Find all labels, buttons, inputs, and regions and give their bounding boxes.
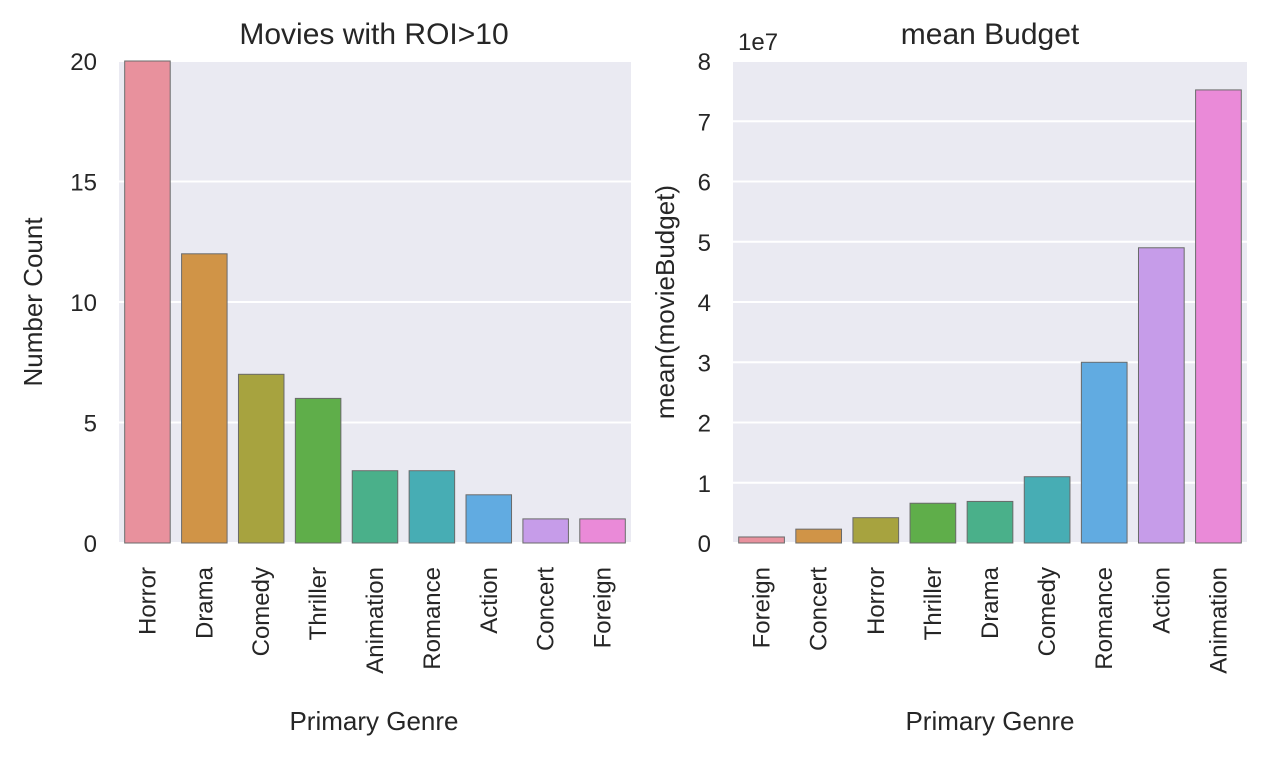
bar xyxy=(579,518,626,544)
y-tick-label: 6 xyxy=(698,170,711,197)
x-tick-label: Comedy xyxy=(248,567,275,656)
y-tick-label: 15 xyxy=(70,170,97,197)
y-tick-label: 0 xyxy=(84,531,97,558)
bar xyxy=(124,60,171,544)
bar xyxy=(1195,89,1242,544)
y-tick-label: 20 xyxy=(70,49,97,76)
x-tick-label: Romance xyxy=(419,567,446,670)
x-axis-label: Primary Genre xyxy=(289,706,458,736)
x-tick-label: Thriller xyxy=(920,567,947,640)
x-axis-label: Primary Genre xyxy=(905,706,1074,736)
x-tick-label: Comedy xyxy=(1034,567,1061,656)
chart-roi-count: Movies with ROI>10 Primary Genre Number … xyxy=(18,18,631,736)
y-tick-label: 0 xyxy=(698,531,711,558)
y-tick-label: 3 xyxy=(698,350,711,377)
y-tick-label: 8 xyxy=(698,49,711,76)
y-tick-label: 4 xyxy=(698,290,711,317)
x-tick-label: Foreign xyxy=(590,567,617,648)
bar xyxy=(1023,476,1071,544)
bar xyxy=(351,470,399,544)
y-tick-label: 5 xyxy=(84,411,97,438)
x-tick-label: Horror xyxy=(134,567,161,635)
x-tick-label: Horror xyxy=(863,567,890,635)
y-tick-label: 2 xyxy=(698,411,711,438)
x-tick-label: Animation xyxy=(1205,567,1232,674)
y-tick-label: 1 xyxy=(698,471,711,498)
x-tick-label: Concert xyxy=(806,567,833,651)
x-tick-label: Romance xyxy=(1091,567,1118,670)
bar xyxy=(408,470,456,544)
bar xyxy=(522,518,569,544)
x-tick-label: Action xyxy=(476,567,503,634)
y-axis-label: mean(movieBudget) xyxy=(650,185,680,419)
chart-title: Movies with ROI>10 xyxy=(239,18,508,51)
bar xyxy=(465,494,513,544)
axis-offset-text: 1e7 xyxy=(738,29,778,56)
x-tick-label: Drama xyxy=(191,566,218,639)
bar xyxy=(237,373,285,544)
x-tick-label: Animation xyxy=(362,567,389,674)
bar xyxy=(852,517,900,544)
bar xyxy=(909,502,957,544)
bar xyxy=(1137,247,1185,544)
y-tick-label: 7 xyxy=(698,109,711,136)
chart-mean-budget: mean Budget Primary Genre mean(movieBudg… xyxy=(650,18,1247,736)
bar xyxy=(738,536,785,544)
x-tick-label: Drama xyxy=(977,566,1004,639)
bar xyxy=(181,253,228,544)
y-tick-label: 10 xyxy=(70,290,97,317)
bar xyxy=(795,528,843,544)
x-tick-label: Concert xyxy=(533,567,560,651)
bar xyxy=(966,500,1014,544)
x-tick-label: Action xyxy=(1148,567,1175,634)
x-tick-label: Foreign xyxy=(749,567,776,648)
y-axis-label: Number Count xyxy=(18,217,48,387)
chart-title: mean Budget xyxy=(901,18,1080,51)
bar xyxy=(294,397,342,544)
x-tick-label: Thriller xyxy=(305,567,332,640)
y-tick-label: 5 xyxy=(698,230,711,257)
bar xyxy=(1080,361,1128,544)
